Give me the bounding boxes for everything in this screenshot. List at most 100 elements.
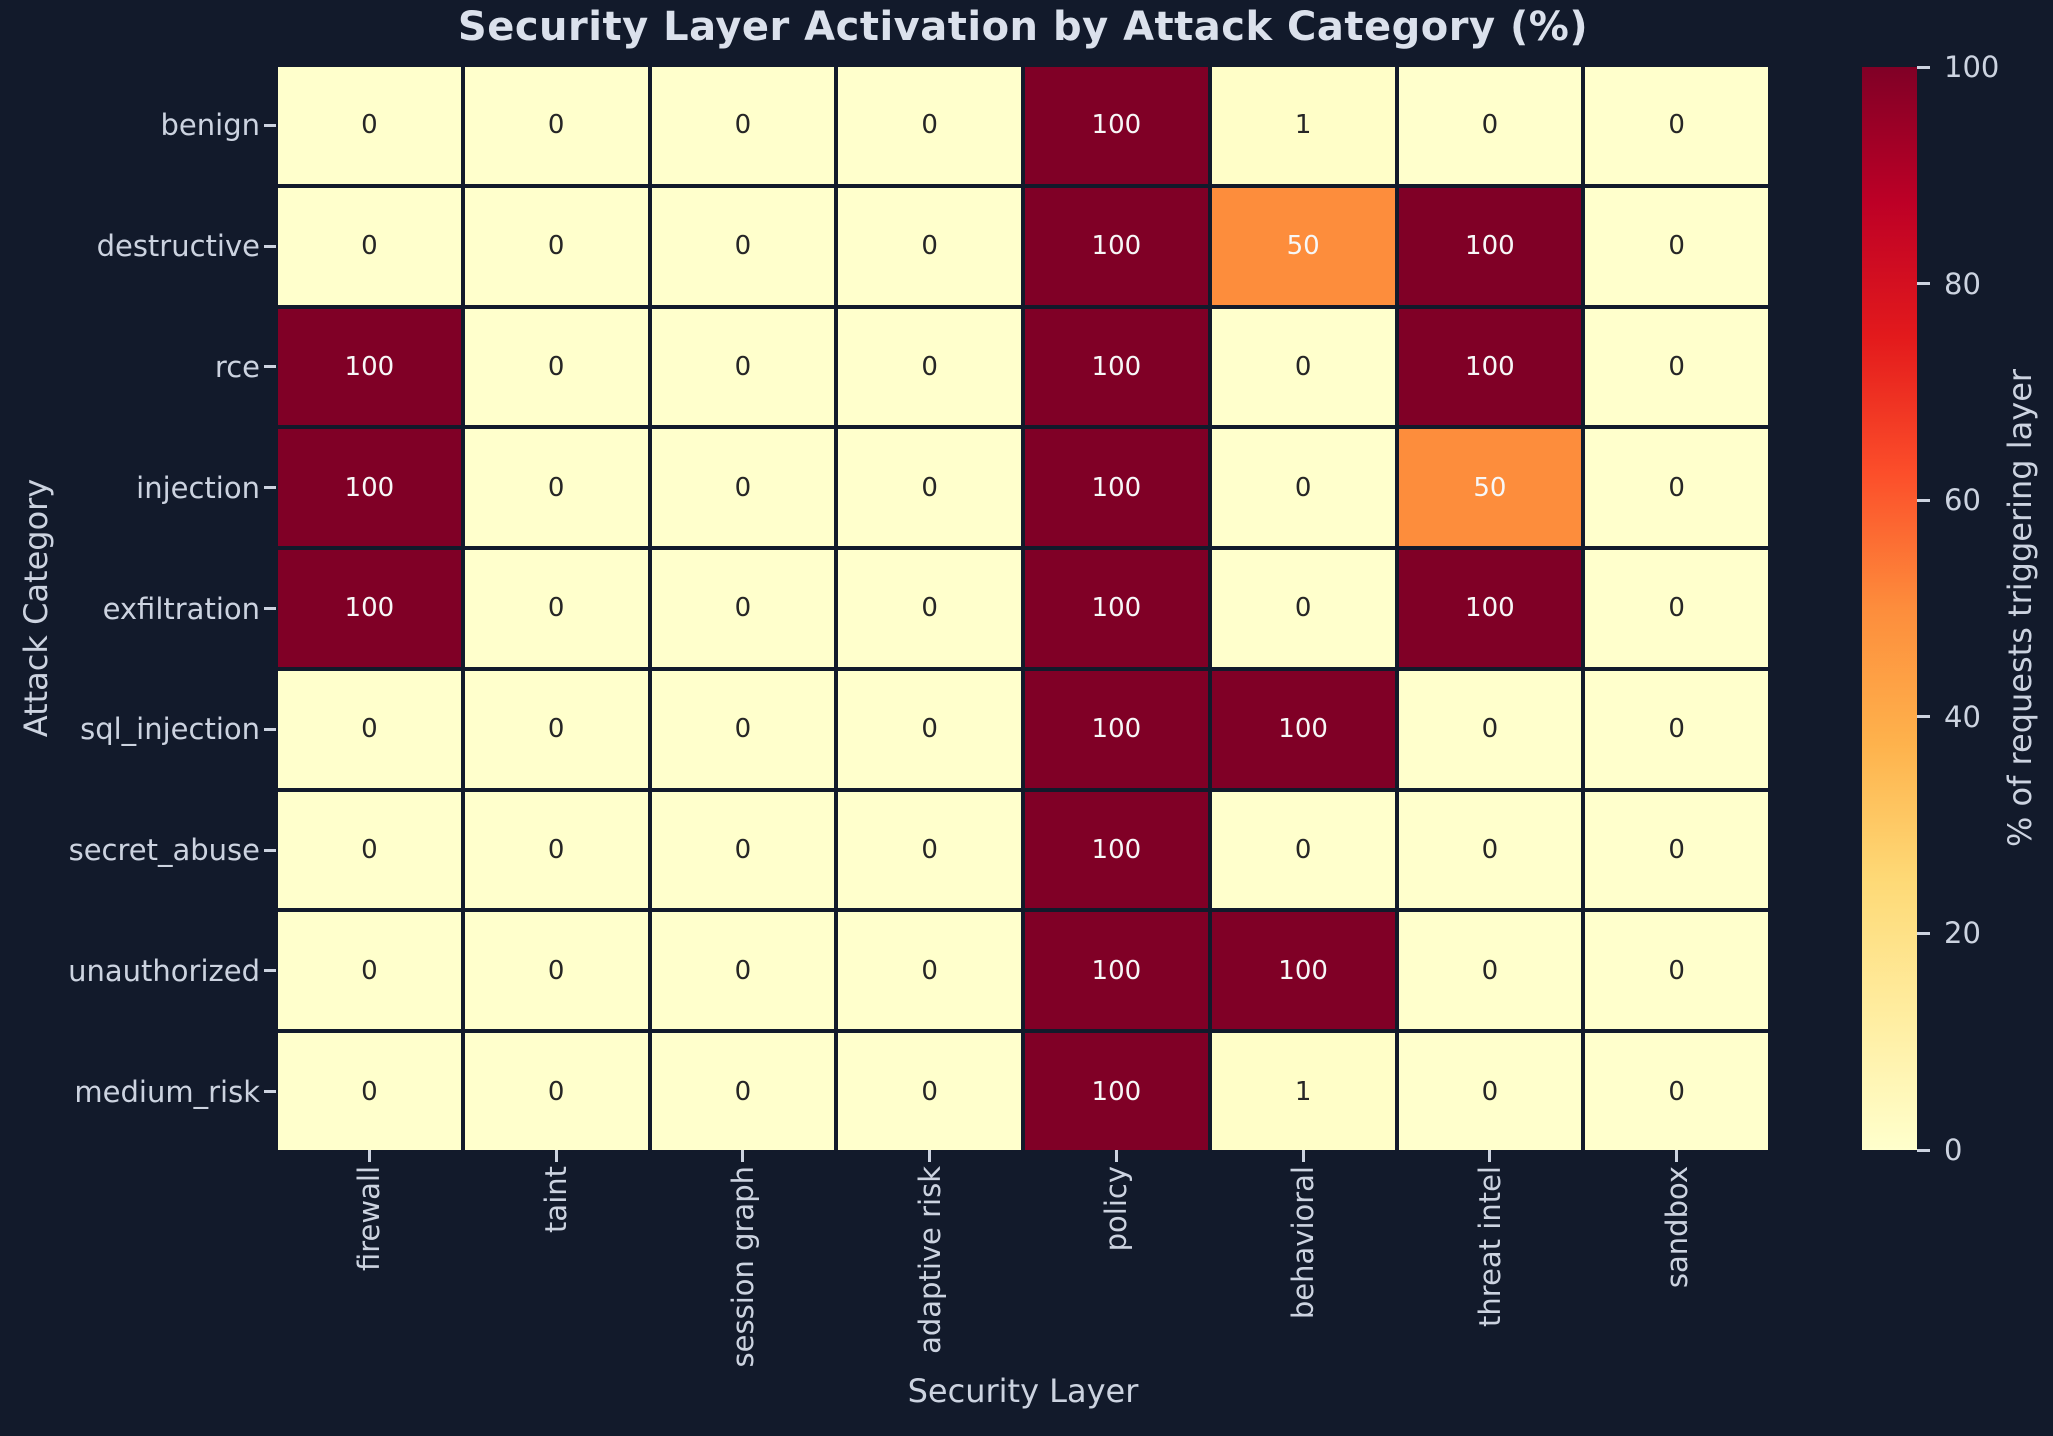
heatmap-cell: 0 — [464, 791, 648, 909]
heatmap-cell: 0 — [651, 308, 835, 426]
heatmap-cell: 0 — [1211, 550, 1395, 667]
heatmap-cell: 0 — [464, 67, 648, 184]
heatmap-cell: 0 — [1585, 187, 1768, 305]
heatmap-cell: 0 — [1398, 67, 1582, 184]
heatmap-cell: 0 — [1585, 429, 1768, 547]
colorbar-tick-label: 80 — [1944, 266, 1981, 301]
colorbar-tick-mark — [1917, 282, 1930, 286]
heatmap-cell: 0 — [651, 670, 835, 788]
x-tick-label: taint — [539, 1166, 574, 1233]
heatmap-cell: 0 — [1398, 912, 1582, 1030]
colorbar-tick-mark — [1917, 1148, 1930, 1152]
heatmap-cell: 100 — [1025, 187, 1208, 305]
x-tick-label: session graph — [725, 1166, 760, 1368]
colorbar-tick-label: 40 — [1944, 699, 1981, 734]
y-tick-mark — [264, 365, 276, 369]
y-tick-mark — [264, 727, 276, 731]
colorbar-tick-mark — [1917, 65, 1930, 69]
heatmap-cell: 50 — [1398, 429, 1582, 547]
heatmap-cell: 0 — [1211, 308, 1395, 426]
heatmap-cell: 100 — [1025, 1033, 1208, 1150]
y-tick-mark — [264, 123, 276, 127]
heatmap-cell: 0 — [838, 791, 1021, 909]
heatmap-cell: 0 — [278, 1033, 461, 1150]
colorbar-tick-label: 60 — [1944, 483, 1981, 518]
heatmap-cell: 0 — [464, 187, 648, 305]
heatmap-cell: 0 — [651, 791, 835, 909]
heatmap-cell: 0 — [838, 670, 1021, 788]
x-tick-mark — [1488, 1150, 1492, 1162]
heatmap-cell: 100 — [1025, 429, 1208, 547]
y-tick-label: medium_risk — [74, 1074, 260, 1109]
heatmap-cell: 0 — [464, 912, 648, 1030]
y-tick-label: destructive — [96, 229, 260, 264]
x-axis-label: Security Layer — [907, 1372, 1139, 1410]
heatmap-cell: 100 — [278, 429, 461, 547]
heatmap-cell: 100 — [1025, 308, 1208, 426]
x-tick-label: firewall — [352, 1166, 387, 1271]
x-tick-mark — [1114, 1150, 1118, 1162]
heatmap-cell: 0 — [838, 429, 1021, 547]
chart-title: Security Layer Activation by Attack Cate… — [457, 4, 1589, 50]
heatmap-cell: 0 — [651, 429, 835, 547]
heatmap-cell: 100 — [1025, 550, 1208, 667]
heatmap-cell: 100 — [1025, 912, 1208, 1030]
heatmap-cell: 0 — [464, 550, 648, 667]
colorbar-tick-label: 100 — [1944, 50, 2000, 84]
y-tick-label: sql_injection — [80, 712, 260, 747]
x-tick-label: threat intel — [1472, 1166, 1507, 1327]
colorbar-tick-mark — [1917, 715, 1930, 719]
x-tick-mark — [554, 1150, 558, 1162]
heatmap-cell: 0 — [1211, 791, 1395, 909]
heatmap-cell: 0 — [1585, 1033, 1768, 1150]
heatmap-cell: 0 — [464, 1033, 648, 1150]
heatmap-cell: 0 — [278, 912, 461, 1030]
heatmap-cell: 0 — [651, 187, 835, 305]
x-tick-label: sandbox — [1659, 1166, 1694, 1289]
heatmap-cell: 100 — [1211, 912, 1395, 1030]
x-tick-mark — [741, 1150, 745, 1162]
x-tick-mark — [367, 1150, 371, 1162]
heatmap-cell: 0 — [838, 550, 1021, 667]
heatmap-cell: 0 — [1585, 791, 1768, 909]
heatmap-cell: 0 — [1585, 912, 1768, 1030]
heatmap-cell: 0 — [1398, 670, 1582, 788]
y-tick-label: rce — [214, 349, 260, 384]
y-tick-mark — [264, 1090, 276, 1094]
x-tick-mark — [1301, 1150, 1305, 1162]
x-tick-mark — [1675, 1150, 1679, 1162]
y-tick-label: exfiltration — [102, 591, 260, 626]
heatmap-cell: 1 — [1211, 67, 1395, 184]
heatmap-cell: 0 — [278, 791, 461, 909]
heatmap-cell: 100 — [1211, 670, 1395, 788]
heatmap-cell: 0 — [1585, 550, 1768, 667]
y-tick-mark — [264, 486, 276, 490]
x-tick-label: policy — [1099, 1166, 1134, 1252]
y-tick-mark — [264, 244, 276, 248]
heatmap-cell: 50 — [1211, 187, 1395, 305]
x-tick-label: adaptive risk — [912, 1166, 947, 1354]
heatmap-cell: 0 — [838, 1033, 1021, 1150]
heatmap-cell: 0 — [651, 67, 835, 184]
heatmap-cell: 100 — [1398, 550, 1582, 667]
y-tick-label: unauthorized — [68, 953, 260, 988]
heatmap-cell: 0 — [838, 187, 1021, 305]
heatmap-cell: 1 — [1211, 1033, 1395, 1150]
colorbar-tick-mark — [1917, 931, 1930, 935]
colorbar-tick-label: 0 — [1944, 1133, 1963, 1167]
heatmap-cell: 0 — [838, 67, 1021, 184]
heatmap-cell: 100 — [1025, 791, 1208, 909]
heatmap-cell: 0 — [1398, 1033, 1582, 1150]
heatmap-cell: 0 — [278, 187, 461, 305]
heatmap-cell: 0 — [651, 1033, 835, 1150]
heatmap-grid: 0 0 0 0 100 1 0 0 0 0 0 0 100 50 100 0 100 0 0 0 100 0 100 0 100… — [278, 67, 1768, 1150]
y-tick-mark — [264, 607, 276, 610]
y-tick-mark — [264, 848, 276, 852]
colorbar-tick-mark — [1917, 498, 1930, 502]
x-tick-label: behavioral — [1286, 1166, 1321, 1320]
y-tick-mark — [264, 969, 276, 973]
heatmap-cell: 0 — [464, 429, 648, 547]
x-tick-mark — [928, 1150, 932, 1162]
y-tick-label: secret_abuse — [68, 833, 260, 868]
